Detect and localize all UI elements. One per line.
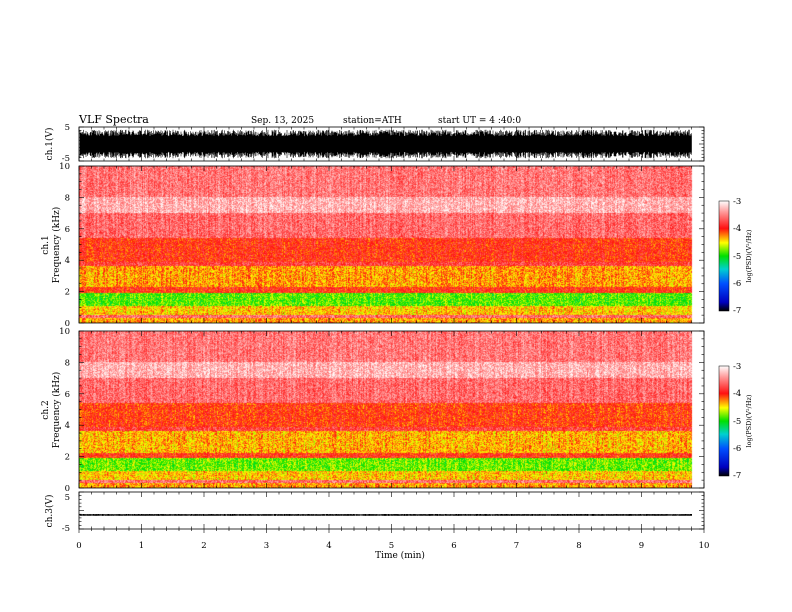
- ch2-freq-tick-6: 6: [65, 390, 70, 400]
- x-tick-5: 5: [389, 541, 394, 551]
- x-tick-6: 6: [451, 541, 456, 551]
- ch1-colorbar-gradient: [718, 200, 730, 312]
- x-tick-9: 9: [639, 541, 644, 551]
- ch3-ytick-top: 5: [65, 493, 70, 503]
- x-tick-7: 7: [514, 541, 519, 551]
- ch2-spectrogram-image: [79, 331, 704, 488]
- ch1-freq-tick-8: 8: [65, 193, 70, 203]
- ch1-cb-tick-m3: -3: [733, 197, 741, 207]
- ch1-freq-tick-0: 0: [65, 319, 70, 329]
- ch1-cb-tick-m7: -7: [733, 306, 741, 316]
- ch2-freq-tick-4: 4: [65, 421, 70, 431]
- ch1-panel: 5 -5 ch.1(V): [44, 123, 705, 164]
- ch2-freq-tick-10: 10: [59, 327, 70, 337]
- ch1-spec-ylabel-freq: Frequency (kHz): [51, 207, 62, 284]
- ch1-ytick-top: 5: [65, 123, 70, 133]
- ch2-cb-label: log(PSD)(V²/Hz): [745, 394, 753, 447]
- ch2-spec-ylabel-channel: ch.2: [41, 400, 51, 419]
- ch2-spec-ylabel-freq: Frequency (kHz): [51, 372, 62, 449]
- figure-title: VLF Spectra: [78, 113, 149, 126]
- ch2-spec-panel: 0 2 4 6 8 10 ch.2 Frequency (kHz): [41, 327, 705, 494]
- ch1-spec-ylabel-channel: ch.1: [41, 235, 51, 254]
- x-tick-10: 10: [699, 541, 710, 551]
- ch1-cb-tick-m6: -6: [733, 279, 741, 289]
- ch2-freq-tick-0: 0: [65, 484, 70, 494]
- x-tick-0: 0: [76, 541, 81, 551]
- ch1-ytick-bottom: -5: [62, 154, 70, 164]
- ch2-freq-tick-labels: 0 2 4 6 8 10: [59, 327, 70, 494]
- x-tick-labels: 0 1 2 3 4 5 6 7 8 9 10: [76, 541, 709, 551]
- ch3-ytick-bottom: -5: [62, 524, 70, 534]
- ch1-freq-tick-6: 6: [65, 225, 70, 235]
- ch1-spectrogram-image: [79, 166, 704, 323]
- ch1-freq-tick-2: 2: [65, 288, 70, 298]
- ch3-frame: [78, 491, 705, 530]
- ch2-colorbar-gradient: [718, 365, 730, 477]
- ch1-spec-panel: 0 2 4 6 8 10 ch.1 Frequency (kHz): [41, 162, 705, 329]
- ch1-cb-tick-m4: -4: [733, 224, 741, 234]
- ch2-cb-tick-m7: -7: [733, 471, 741, 481]
- x-tick-3: 3: [264, 541, 269, 551]
- ch1-freq-tick-labels: 0 2 4 6 8 10: [59, 162, 70, 329]
- ch3-ylabel: ch.3(V): [44, 495, 55, 528]
- ch2-colorbar: -3 -4 -5 -6 -7 log(PSD)(V²/Hz): [718, 362, 753, 481]
- ch1-freq-tick-10: 10: [59, 162, 70, 172]
- x-tick-2: 2: [201, 541, 206, 551]
- date-label: Sep. 13, 2025: [251, 116, 314, 126]
- start-ut-label: start UT = 4 :40:0: [438, 116, 521, 126]
- x-tick-8: 8: [576, 541, 581, 551]
- ch1-colorbar: -3 -4 -5 -6 -7 log(PSD)(V²/Hz): [718, 197, 753, 316]
- ch3-waveform-line: [79, 514, 692, 516]
- ch2-cb-tick-m6: -6: [733, 444, 741, 454]
- ch2-cb-tick-m5: -5: [733, 417, 741, 427]
- x-tick-1: 1: [139, 541, 144, 551]
- x-axis-label: Time (min): [375, 550, 425, 561]
- x-tick-4: 4: [326, 541, 331, 551]
- ch1-cb-tick-m5: -5: [733, 252, 741, 262]
- ch2-cb-tick-m4: -4: [733, 389, 741, 399]
- ch1-waveform-line: [79, 129, 692, 159]
- ch1-cb-label: log(PSD)(V²/Hz): [745, 229, 753, 282]
- ch2-cb-tick-m3: -3: [733, 362, 741, 372]
- ch1-freq-tick-4: 4: [65, 256, 70, 266]
- ch2-freq-tick-2: 2: [65, 453, 70, 463]
- axis-ticks: [78, 126, 705, 533]
- ch2-freq-tick-8: 8: [65, 358, 70, 368]
- station-label: station=ATH: [343, 116, 402, 126]
- ch1-ylabel: ch.1(V): [44, 128, 55, 161]
- ch3-panel: 5 -5 ch.3(V): [44, 491, 705, 534]
